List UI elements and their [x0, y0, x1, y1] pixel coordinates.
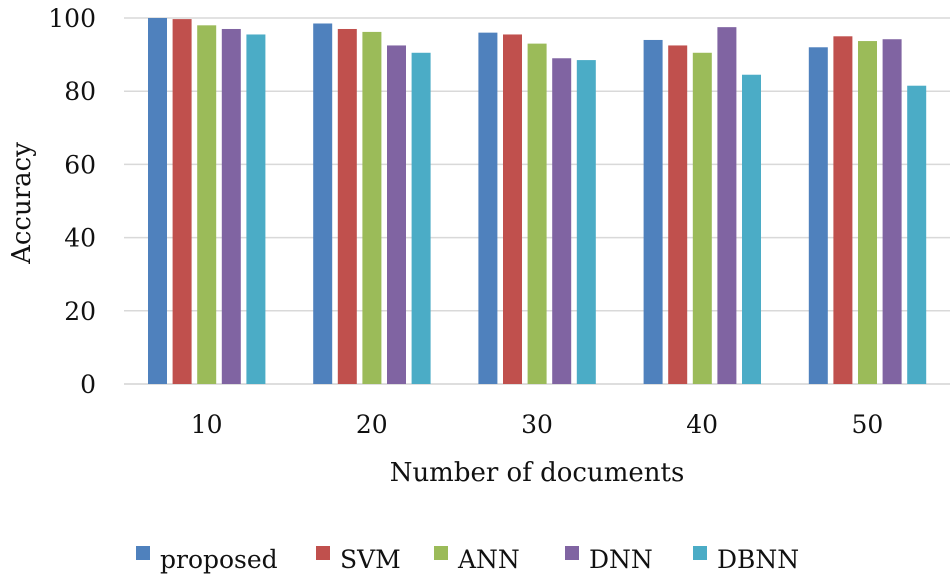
y-tick-label: 20: [64, 297, 96, 326]
bar-dnn-40: [717, 27, 737, 385]
bar-proposed-20: [313, 23, 333, 385]
bar-proposed-40: [643, 39, 663, 385]
bar-ann-20: [362, 31, 382, 385]
legend-swatch: [136, 546, 150, 560]
bar-dnn-30: [552, 58, 572, 384]
legend-item-ann: ANN: [434, 545, 520, 574]
bar-ann-10: [197, 25, 217, 384]
legend-swatch: [434, 546, 448, 560]
bar-proposed-30: [478, 32, 498, 384]
bar-dnn-20: [387, 45, 406, 384]
bar-svm-50: [833, 36, 853, 385]
legend-label: proposed: [160, 545, 278, 574]
bar-dbnn-50: [907, 85, 927, 385]
legend-label: DNN: [589, 545, 653, 574]
bar-svm-10: [172, 19, 192, 385]
x-tick-label: 50: [851, 410, 883, 439]
legend-item-proposed: proposed: [136, 545, 278, 574]
bar-svm-40: [668, 45, 688, 384]
bar-dnn-10: [221, 28, 241, 384]
bar-ann-40: [692, 52, 712, 385]
x-tick-label: 10: [191, 410, 223, 439]
legend-label: ANN: [457, 545, 520, 574]
x-axis-title: Number of documents: [390, 458, 685, 488]
y-tick-label: 80: [64, 77, 96, 106]
legend-item-svm: SVM: [316, 545, 401, 574]
y-tick-label: 40: [64, 224, 96, 253]
x-tick-label: 20: [356, 410, 388, 439]
legend-label: SVM: [340, 545, 401, 574]
y-axis-title: Accuracy: [7, 142, 37, 265]
y-tick-label: 60: [64, 150, 96, 179]
bar-dbnn-30: [576, 60, 596, 385]
x-axis-ticks: 10 20 30 40 50: [191, 410, 884, 439]
bar-proposed-50: [808, 47, 828, 384]
bar-proposed-10: [148, 18, 167, 384]
legend-label: DBNN: [717, 545, 799, 574]
bar-dbnn-10: [246, 34, 266, 384]
bars: [148, 18, 927, 385]
bar-dbnn-40: [742, 74, 761, 384]
bar-dnn-50: [882, 39, 902, 385]
y-axis-ticks: 0 20 40 60 80 100: [48, 4, 96, 399]
legend: proposed SVM ANN DNN DBNN: [136, 545, 799, 574]
bar-dbnn-20: [411, 52, 431, 385]
y-tick-label: 100: [48, 4, 96, 33]
y-tick-label: 0: [80, 370, 96, 399]
legend-item-dbnn: DBNN: [693, 545, 799, 574]
bar-svm-20: [337, 28, 357, 384]
bar-svm-30: [503, 34, 522, 384]
x-tick-label: 40: [686, 410, 718, 439]
legend-swatch: [316, 546, 330, 560]
legend-swatch: [693, 546, 707, 560]
bar-ann-50: [858, 41, 877, 385]
bar-ann-30: [527, 43, 547, 385]
x-tick-label: 30: [521, 410, 553, 439]
legend-swatch: [565, 546, 579, 560]
legend-item-dnn: DNN: [565, 545, 653, 574]
